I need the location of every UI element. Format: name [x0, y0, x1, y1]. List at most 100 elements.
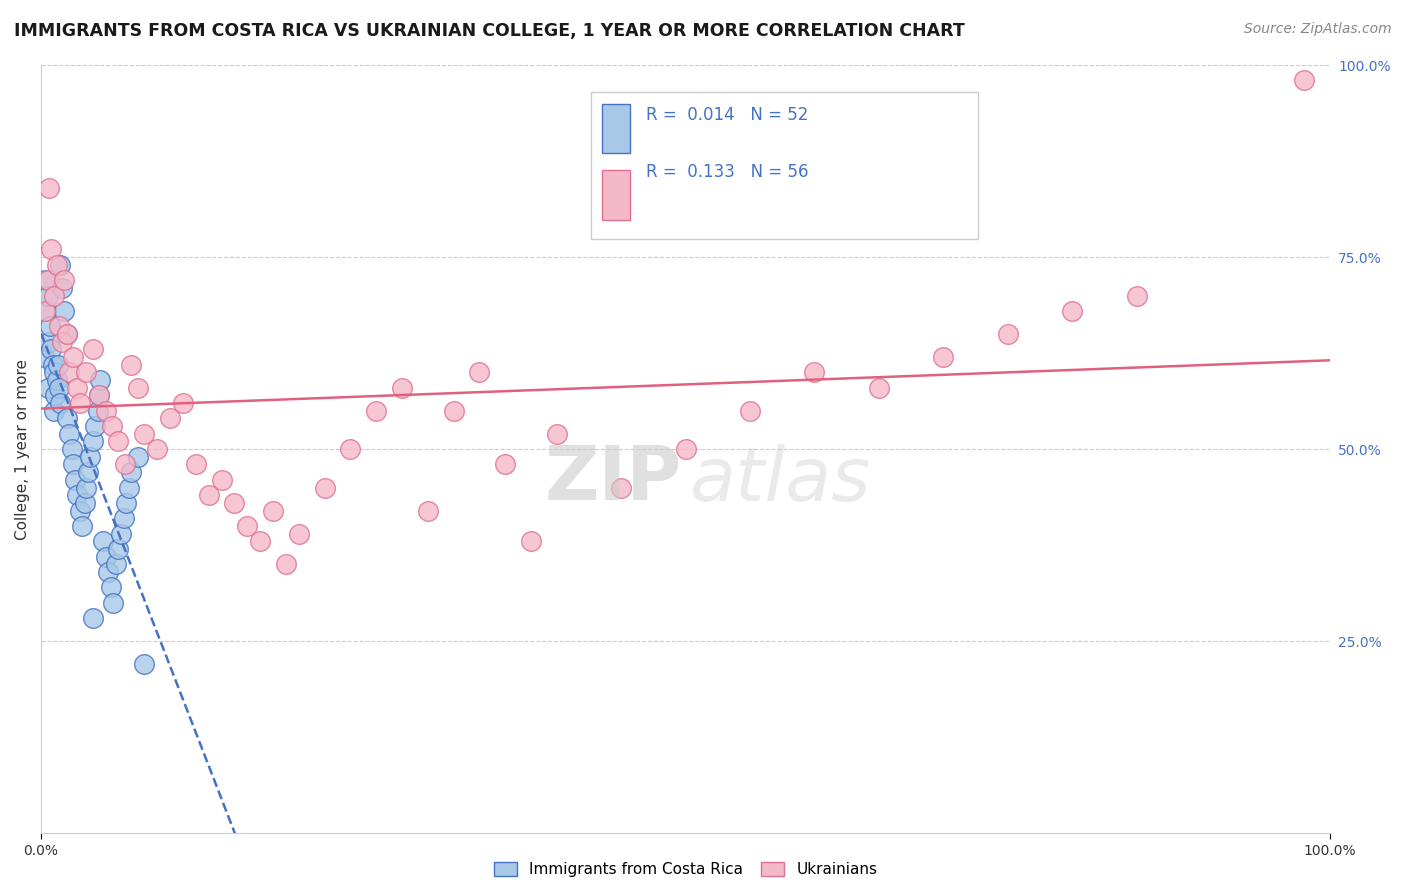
Point: [94, 549, 117, 564]
Point: [76, 465, 98, 479]
Point: [51, 334, 73, 349]
Point: [58, 365, 80, 379]
Point: [249, 534, 271, 549]
Point: [610, 481, 633, 495]
Point: [87, 403, 110, 417]
Point: [62, 350, 84, 364]
Point: [103, 596, 125, 610]
Point: [1125, 288, 1147, 302]
Point: [274, 558, 297, 572]
Point: [127, 450, 149, 464]
Point: [38, 334, 60, 349]
Point: [236, 519, 259, 533]
Point: [87, 388, 110, 402]
Point: [63, 473, 86, 487]
Point: [107, 541, 129, 556]
Point: [172, 396, 194, 410]
Point: [520, 534, 543, 549]
Point: [53, 304, 76, 318]
Point: [546, 426, 568, 441]
FancyBboxPatch shape: [602, 170, 630, 220]
Point: [69, 503, 91, 517]
Point: [82, 611, 104, 625]
Point: [94, 403, 117, 417]
Point: [1294, 73, 1316, 87]
Point: [58, 426, 80, 441]
Point: [197, 488, 219, 502]
Point: [262, 503, 284, 517]
Point: [72, 519, 94, 533]
Point: [932, 350, 955, 364]
Point: [115, 496, 138, 510]
Point: [42, 403, 65, 417]
Point: [107, 434, 129, 449]
Point: [38, 181, 60, 195]
Point: [82, 434, 104, 449]
Point: [89, 373, 111, 387]
Point: [79, 450, 101, 464]
Point: [101, 419, 124, 434]
Point: [56, 411, 79, 425]
Point: [100, 580, 122, 594]
Point: [51, 281, 73, 295]
Text: Source: ZipAtlas.com: Source: ZipAtlas.com: [1244, 22, 1392, 37]
Point: [42, 365, 65, 379]
Text: atlas: atlas: [689, 444, 870, 516]
Point: [45, 373, 67, 387]
Point: [97, 565, 120, 579]
Point: [112, 511, 135, 525]
Text: ZIP: ZIP: [544, 443, 682, 516]
Point: [56, 326, 79, 341]
Point: [339, 442, 361, 456]
Point: [62, 458, 84, 472]
Point: [416, 503, 439, 517]
Point: [34, 273, 56, 287]
Point: [41, 243, 63, 257]
Point: [66, 381, 89, 395]
Point: [159, 411, 181, 425]
Point: [224, 496, 246, 510]
Point: [146, 442, 169, 456]
Point: [37, 288, 59, 302]
Point: [87, 388, 110, 402]
FancyBboxPatch shape: [602, 103, 630, 153]
Point: [39, 319, 62, 334]
Point: [75, 365, 97, 379]
Point: [32, 350, 55, 364]
Point: [60, 442, 83, 456]
Point: [114, 458, 136, 472]
Text: IMMIGRANTS FROM COSTA RICA VS UKRAINIAN COLLEGE, 1 YEAR OR MORE CORRELATION CHAR: IMMIGRANTS FROM COSTA RICA VS UKRAINIAN …: [14, 22, 965, 40]
Point: [42, 288, 65, 302]
Point: [366, 403, 388, 417]
Point: [46, 358, 69, 372]
Text: R =  0.133   N = 56: R = 0.133 N = 56: [645, 163, 808, 181]
Point: [120, 358, 142, 372]
Point: [391, 381, 413, 395]
Point: [34, 304, 56, 318]
Point: [110, 526, 132, 541]
Point: [127, 381, 149, 395]
Point: [56, 326, 79, 341]
Point: [49, 258, 72, 272]
Point: [37, 381, 59, 395]
Point: [82, 343, 104, 357]
Point: [44, 388, 66, 402]
Point: [134, 426, 156, 441]
Point: [120, 465, 142, 479]
Point: [91, 534, 114, 549]
Point: [868, 381, 890, 395]
Point: [53, 273, 76, 287]
Point: [66, 488, 89, 502]
Point: [803, 365, 825, 379]
Point: [738, 403, 761, 417]
Point: [468, 365, 491, 379]
Point: [48, 319, 70, 334]
Point: [118, 481, 141, 495]
Point: [104, 558, 127, 572]
Point: [314, 481, 336, 495]
Point: [184, 458, 207, 472]
Point: [35, 304, 58, 318]
Point: [997, 326, 1019, 341]
Point: [211, 473, 233, 487]
Y-axis label: College, 1 year or more: College, 1 year or more: [15, 359, 30, 540]
